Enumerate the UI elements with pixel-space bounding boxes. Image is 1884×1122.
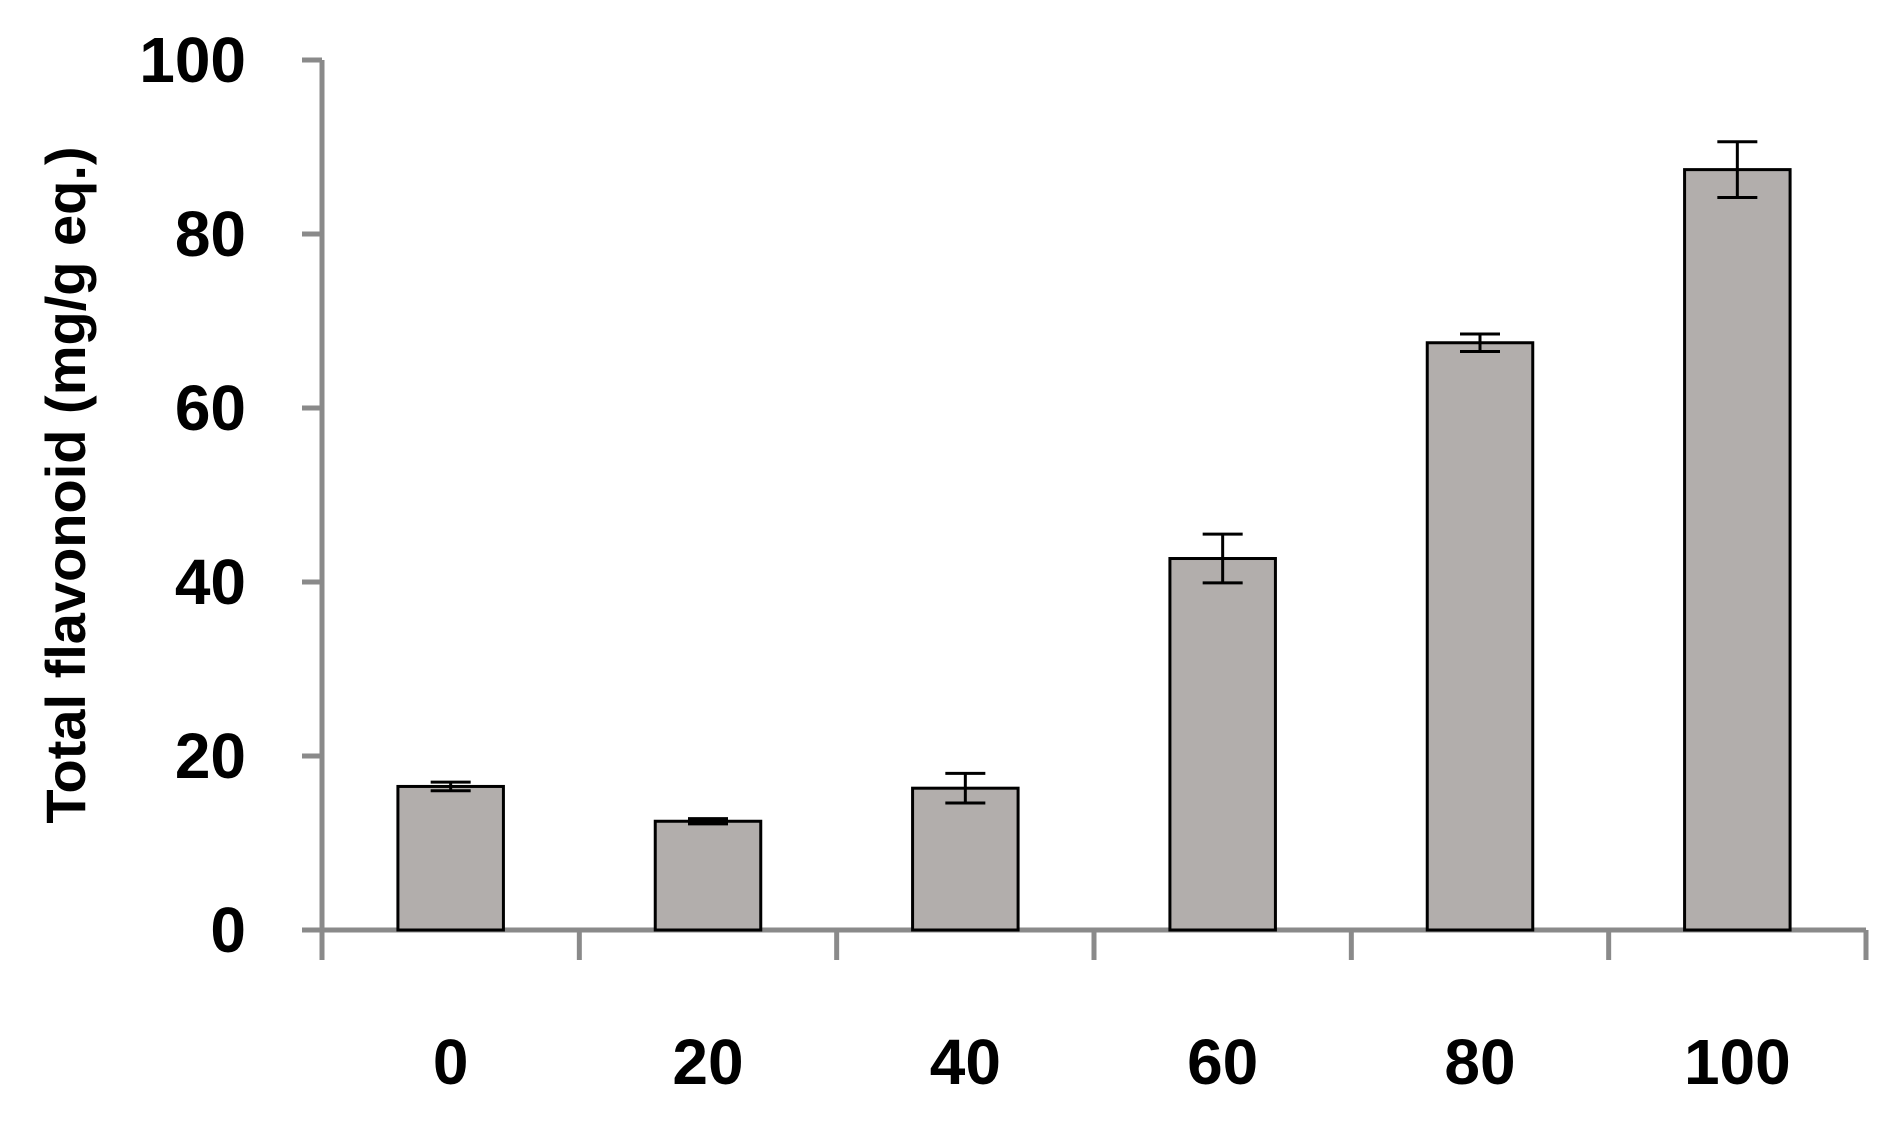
x-tick-label: 40 bbox=[930, 1026, 1001, 1098]
x-tick-label: 0 bbox=[433, 1026, 469, 1098]
bar-100 bbox=[1683, 168, 1792, 932]
error-bar-60 bbox=[1202, 532, 1243, 585]
x-tick-labels: 0 20 40 60 80 100 bbox=[433, 1026, 1791, 1098]
x-tick-label: 80 bbox=[1444, 1026, 1515, 1098]
bar-20 bbox=[653, 819, 763, 932]
error-bars bbox=[430, 140, 1758, 826]
bar-40 bbox=[911, 786, 1020, 932]
bar-60 bbox=[1168, 557, 1277, 932]
y-axis-title: Total flavonoid (mg/g eq.) bbox=[34, 146, 97, 823]
y-tick-label: 60 bbox=[175, 372, 246, 444]
bar-80 bbox=[1425, 341, 1535, 932]
bars bbox=[396, 168, 1792, 932]
x-axis bbox=[302, 927, 1869, 960]
error-bar-80 bbox=[1460, 332, 1500, 353]
y-tick-labels: 0 20 40 60 80 100 bbox=[139, 24, 246, 966]
bar-0 bbox=[396, 784, 505, 932]
y-tick-label: 0 bbox=[210, 894, 246, 966]
y-axis bbox=[302, 57, 325, 933]
y-tick-label: 20 bbox=[175, 720, 246, 792]
y-tick-label: 80 bbox=[175, 198, 246, 270]
error-bar-0 bbox=[430, 780, 471, 793]
x-tick-label: 20 bbox=[672, 1026, 743, 1098]
error-bar-20 bbox=[688, 817, 728, 826]
x-tick-label: 60 bbox=[1187, 1026, 1258, 1098]
x-tick-label: 100 bbox=[1684, 1026, 1791, 1098]
error-bar-100 bbox=[1717, 140, 1758, 199]
error-bar-40 bbox=[945, 771, 986, 805]
y-tick-label: 100 bbox=[139, 24, 246, 96]
y-tick-label: 40 bbox=[175, 546, 246, 618]
